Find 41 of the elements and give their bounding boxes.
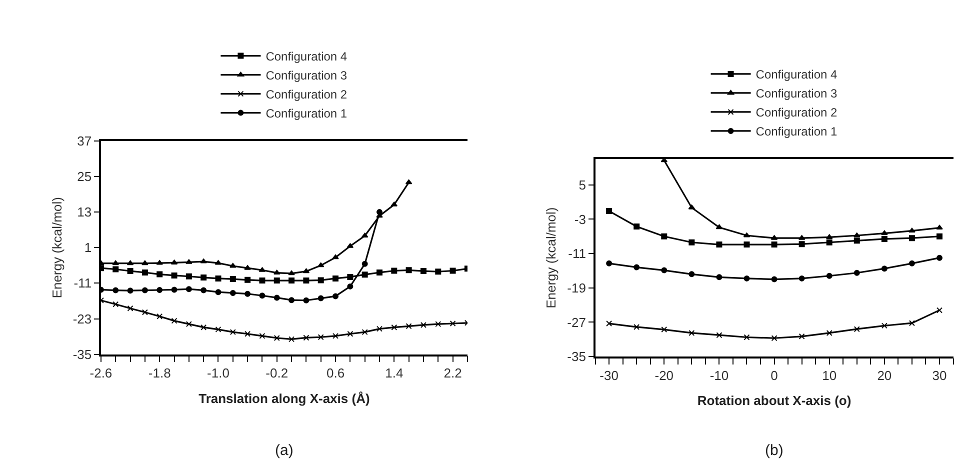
- x-tick-label: -10: [710, 368, 729, 383]
- y-tick-label: 25: [77, 169, 92, 184]
- y-tick-label: -27: [567, 314, 586, 330]
- y-axis-title: Energy (kcal/mol): [544, 207, 559, 308]
- legend-label: Configuration 3: [266, 68, 348, 82]
- x-axis-title: Translation along X-axis (Å): [198, 390, 370, 406]
- y-tick-label: -11: [74, 276, 92, 291]
- y-tick-label: 5: [578, 177, 586, 192]
- y-tick-label: -35: [567, 349, 586, 364]
- x-tick-label: 10: [822, 368, 837, 383]
- y-axis-title: Energy (kcal/mol): [49, 197, 64, 298]
- x-tick-label: 2.2: [444, 366, 462, 381]
- x-tick-label: -1.0: [207, 366, 230, 381]
- legend-label: Configuration 4: [756, 68, 838, 82]
- x-tick-label: -20: [654, 368, 674, 383]
- legend-label: Configuration 2: [266, 87, 348, 102]
- text: (a): [275, 442, 294, 459]
- legend-label: Configuration 3: [756, 86, 838, 101]
- x-tick-label: -0.2: [266, 366, 288, 381]
- x-tick-label: -2.6: [90, 366, 112, 381]
- x-tick-label: -30: [600, 368, 618, 383]
- x-tick-label: 0: [770, 368, 778, 383]
- y-tick-label: 1: [84, 240, 92, 256]
- x-tick-label: 30: [932, 368, 947, 383]
- legend-label: Configuration 4: [266, 49, 348, 64]
- y-tick-label: -19: [567, 280, 586, 296]
- x-tick-label: 0.6: [326, 366, 345, 381]
- y-tick-label: -3: [574, 212, 586, 227]
- x-axis-title: Rotation about X-axis (o): [697, 393, 852, 408]
- text: (b): [765, 442, 784, 459]
- x-tick-label: -1.8: [148, 366, 171, 381]
- x-tick-label: 1.4: [385, 366, 404, 381]
- y-tick-label: -23: [72, 311, 92, 326]
- y-tick-label: 37: [77, 133, 92, 148]
- legend-label: Configuration 1: [756, 124, 838, 139]
- x-tick-label: 20: [877, 368, 892, 383]
- y-tick-label: -35: [72, 346, 92, 362]
- legend-label: Configuration 2: [756, 106, 838, 120]
- y-tick-label: -11: [568, 246, 586, 262]
- legend-label: Configuration 1: [266, 106, 348, 120]
- y-tick-label: 13: [77, 204, 92, 220]
